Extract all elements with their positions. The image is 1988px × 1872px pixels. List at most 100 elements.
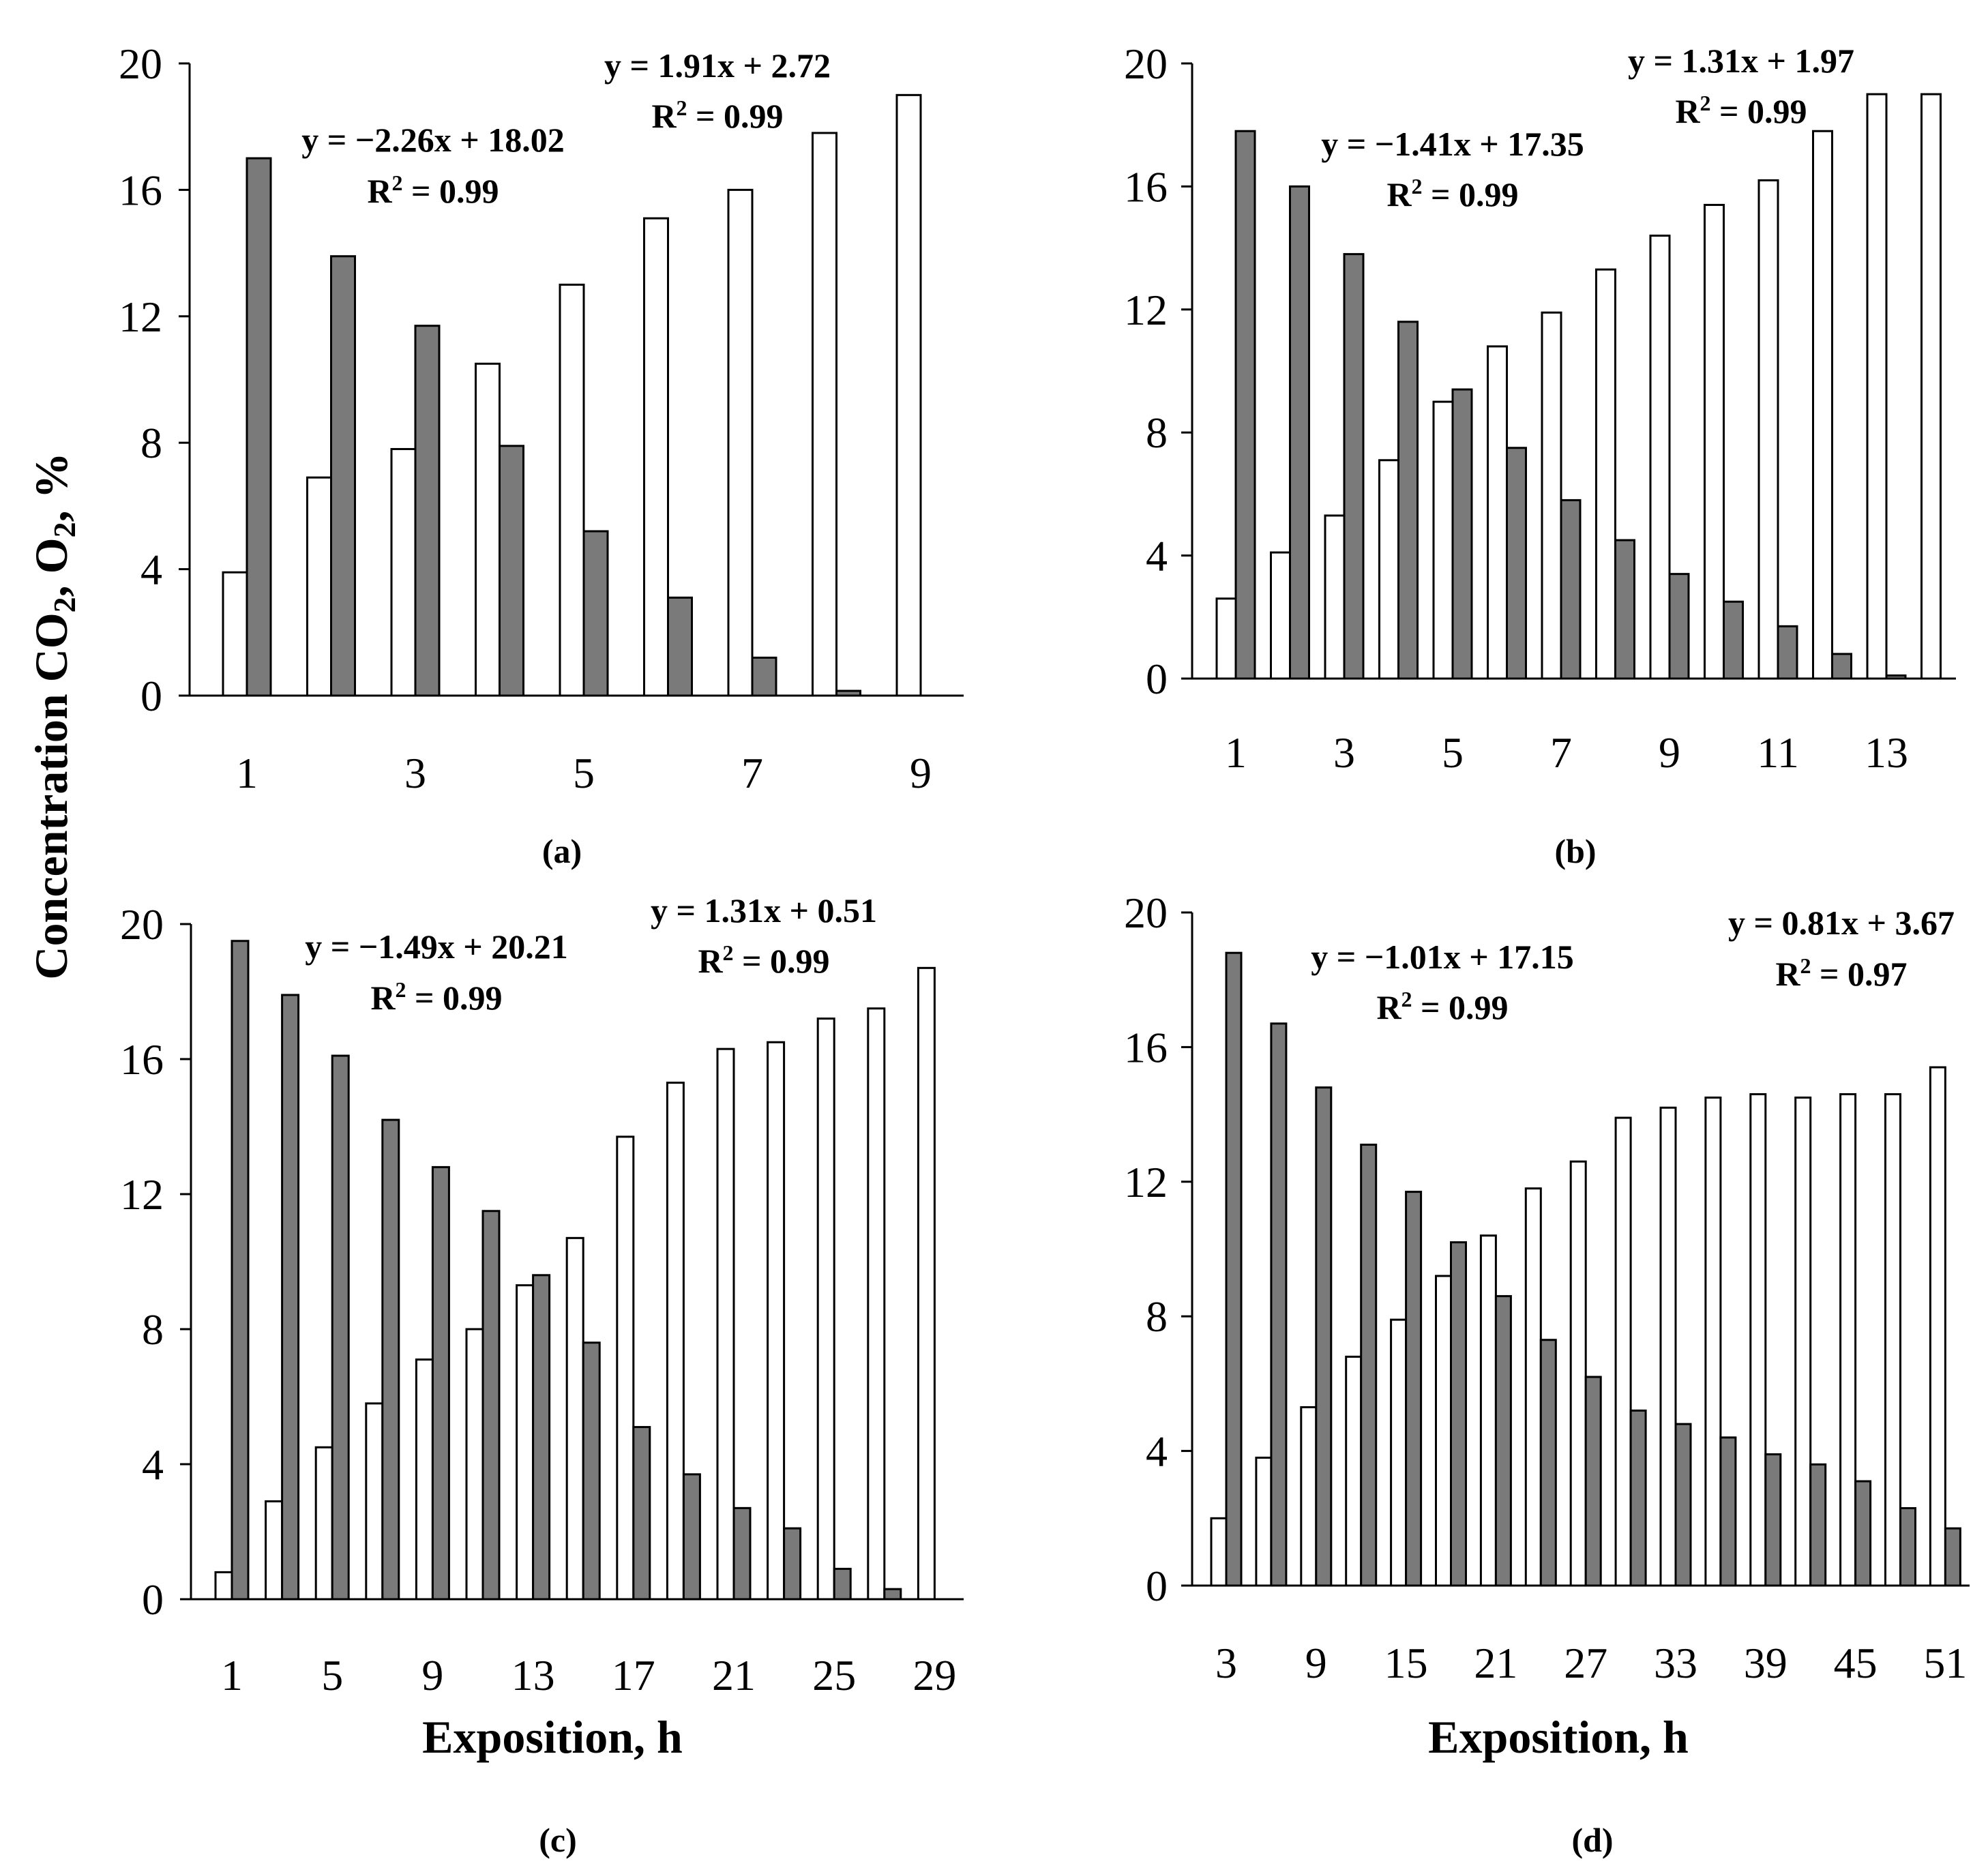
panel-b-o2-bar-6 — [1506, 447, 1527, 680]
panel-b-o2-r2: R2 = 0.99 — [1386, 174, 1518, 213]
panel-d-o2-bar-45 — [1854, 1480, 1872, 1587]
panel-d-o2-r2: R2 = 0.99 — [1376, 987, 1508, 1026]
panel-b-y-tick-12: 12 — [1124, 286, 1168, 334]
panel-c-x-tick-5: 5 — [321, 1651, 343, 1699]
panel-d-y-tick-12: 12 — [1124, 1158, 1168, 1206]
panel-b-o2-r2-sup: 2 — [1412, 174, 1423, 198]
panel-b-co2-bar-6 — [1487, 345, 1508, 680]
panel-d-o2-bar-27 — [1584, 1376, 1602, 1587]
panel-b-y-tick-20: 20 — [1124, 40, 1168, 88]
panel-b-o2-bar-3 — [1343, 253, 1365, 680]
panel-d-o2-bar-39 — [1764, 1453, 1782, 1587]
panel-a-co2-bar-8 — [812, 132, 837, 697]
panel-b-co2-bar-4 — [1378, 459, 1399, 680]
panel-c-y-tick-12: 12 — [120, 1170, 164, 1219]
panel-b-o2-r2-suffix: = 0.99 — [1423, 175, 1519, 213]
panel-c-co2-r2-prefix: R — [698, 942, 723, 980]
panel-d-o2-equation: y = −1.01x + 17.15 — [1311, 938, 1573, 976]
panel-a-co2-bar-4 — [475, 362, 501, 697]
panel-b-o2-bar-8 — [1614, 539, 1635, 680]
panel-d-x-axis-label: Exposition, h — [1428, 1711, 1689, 1763]
panel-a-o2-equation: y = −2.26x + 18.02 — [301, 121, 564, 159]
panel-a-y-tick-8: 8 — [140, 419, 162, 467]
panel-a-co2-bar-7 — [727, 188, 754, 697]
panel-d-x-tick-15: 15 — [1384, 1639, 1428, 1687]
panel-c-y-tick-4: 4 — [142, 1440, 164, 1489]
panel-d-o2-r2-sup: 2 — [1401, 987, 1412, 1011]
panel-a-o2-bar-3 — [414, 325, 441, 697]
panel-d-co2-bar-48 — [1884, 1093, 1901, 1587]
panel-a-co2-bar-5 — [559, 283, 585, 697]
panel-b-o2-bar-4 — [1397, 321, 1419, 680]
panel-c-x-tick-9: 9 — [421, 1651, 443, 1699]
panel-d-o2-bar-18 — [1450, 1241, 1467, 1587]
panel-d-x-tick-51: 51 — [1923, 1639, 1967, 1687]
panel-d-co2-r2-suffix: = 0.97 — [1811, 955, 1908, 993]
panel-c-co2-equation: y = 1.31x + 0.51 — [651, 891, 877, 930]
panel-d-co2-bar-27 — [1569, 1160, 1587, 1587]
panel-b-o2-bar-10 — [1723, 600, 1744, 680]
panel-d-o2-bar-36 — [1719, 1436, 1737, 1587]
panel-a-o2-bar-2 — [330, 255, 356, 697]
panel-b-co2-bar-13 — [1866, 93, 1888, 680]
panel-a-co2-bar-9 — [895, 93, 922, 697]
panel-b-co2-r2-sup: 2 — [1700, 91, 1711, 115]
panel-a-y-tick-20: 20 — [119, 40, 162, 88]
panel-a-o2-bar-6 — [667, 596, 693, 697]
panel-b-co2-r2-suffix: = 0.99 — [1711, 92, 1807, 130]
panel-c-bars — [214, 940, 936, 1601]
panel-b-co2-bar-11 — [1757, 179, 1779, 680]
panel-a-o2-bar-7 — [751, 656, 777, 697]
panel-a-y-tick-0: 0 — [140, 672, 162, 720]
panel-c-o2-bar-9 — [431, 1165, 450, 1601]
panel-b-o2-bar-7 — [1560, 499, 1582, 680]
panel-a-x-tick-9: 9 — [910, 749, 932, 797]
panel-b-o2-r2-prefix: R — [1386, 175, 1412, 213]
panel-d-co2-r2: R2 = 0.97 — [1775, 953, 1907, 993]
panel-c-o2-bar-11 — [481, 1210, 501, 1601]
panel-a-o2-bar-1 — [246, 157, 272, 697]
panel-d-y-tick-8: 8 — [1146, 1292, 1168, 1341]
panel-a-co2-r2-prefix: R — [651, 97, 677, 135]
panel-b-co2-equation: y = 1.31x + 1.97 — [1628, 42, 1854, 80]
panel-c-y-tick-20: 20 — [120, 900, 164, 949]
panel-c-x-tick-1: 1 — [221, 1651, 243, 1699]
panel-c-o2-r2-prefix: R — [370, 979, 396, 1017]
panel-b-x-tick-5: 5 — [1442, 728, 1464, 777]
panel-a-co2-bar-2 — [306, 476, 332, 697]
panel-d-o2-bar-48 — [1899, 1506, 1916, 1587]
panel-d-x-tick-45: 45 — [1834, 1639, 1878, 1687]
panel-c-x-tick-29: 29 — [913, 1651, 956, 1699]
panel-b-co2-bar-1 — [1215, 597, 1237, 680]
panel-c-o2-bar-19 — [682, 1473, 701, 1601]
panel-b-co2-bar-3 — [1324, 514, 1346, 680]
panel-a-o2-r2-suffix: = 0.99 — [403, 172, 499, 210]
panel-a-o2-bar-5 — [582, 530, 609, 697]
panel-d-o2-bar-6 — [1270, 1022, 1288, 1587]
panel-c-co2-bar-21 — [716, 1048, 735, 1601]
panel-c-co2-bar-1 — [214, 1571, 233, 1601]
panel-c-o2-bar-3 — [281, 994, 300, 1601]
panel-d-co2-bar-6 — [1255, 1456, 1273, 1587]
panel-b-x-tick-13: 13 — [1865, 728, 1908, 777]
panel-c-co2-bar-23 — [767, 1041, 786, 1601]
panel-c-co2-bar-7 — [365, 1402, 384, 1601]
panel-a-y-tick-16: 16 — [119, 166, 162, 214]
panel-d-co2-bar-12 — [1345, 1355, 1363, 1587]
panel-c-co2-bar-19 — [666, 1082, 685, 1601]
panel-c-co2-r2: R2 = 0.99 — [698, 940, 829, 980]
y-axis-label-mid: , O — [25, 537, 77, 597]
y-axis-label-sub2: 2 — [47, 522, 82, 537]
panel-c-x-axis-label: Exposition, h — [422, 1711, 683, 1763]
panel-d-co2-bar-42 — [1794, 1096, 1812, 1587]
panel-a-o2-bar-4 — [499, 445, 524, 697]
panel-d-o2-bar-42 — [1809, 1463, 1827, 1587]
panel-c-o2-r2-sup: 2 — [396, 977, 406, 1002]
panel-d-x-tick-21: 21 — [1474, 1639, 1517, 1687]
panel-c: 0 4 8 12 16 20 1 5 9 13 17 21 25 29 y = −1.49x + 20.2… — [120, 891, 964, 1859]
panel-d-o2-bar-30 — [1629, 1409, 1647, 1587]
panel-c-axes: 0 4 8 12 16 20 1 5 9 13 17 21 25 29 — [120, 900, 964, 1699]
y-axis-label-prefix: Concentration CO — [25, 612, 77, 979]
